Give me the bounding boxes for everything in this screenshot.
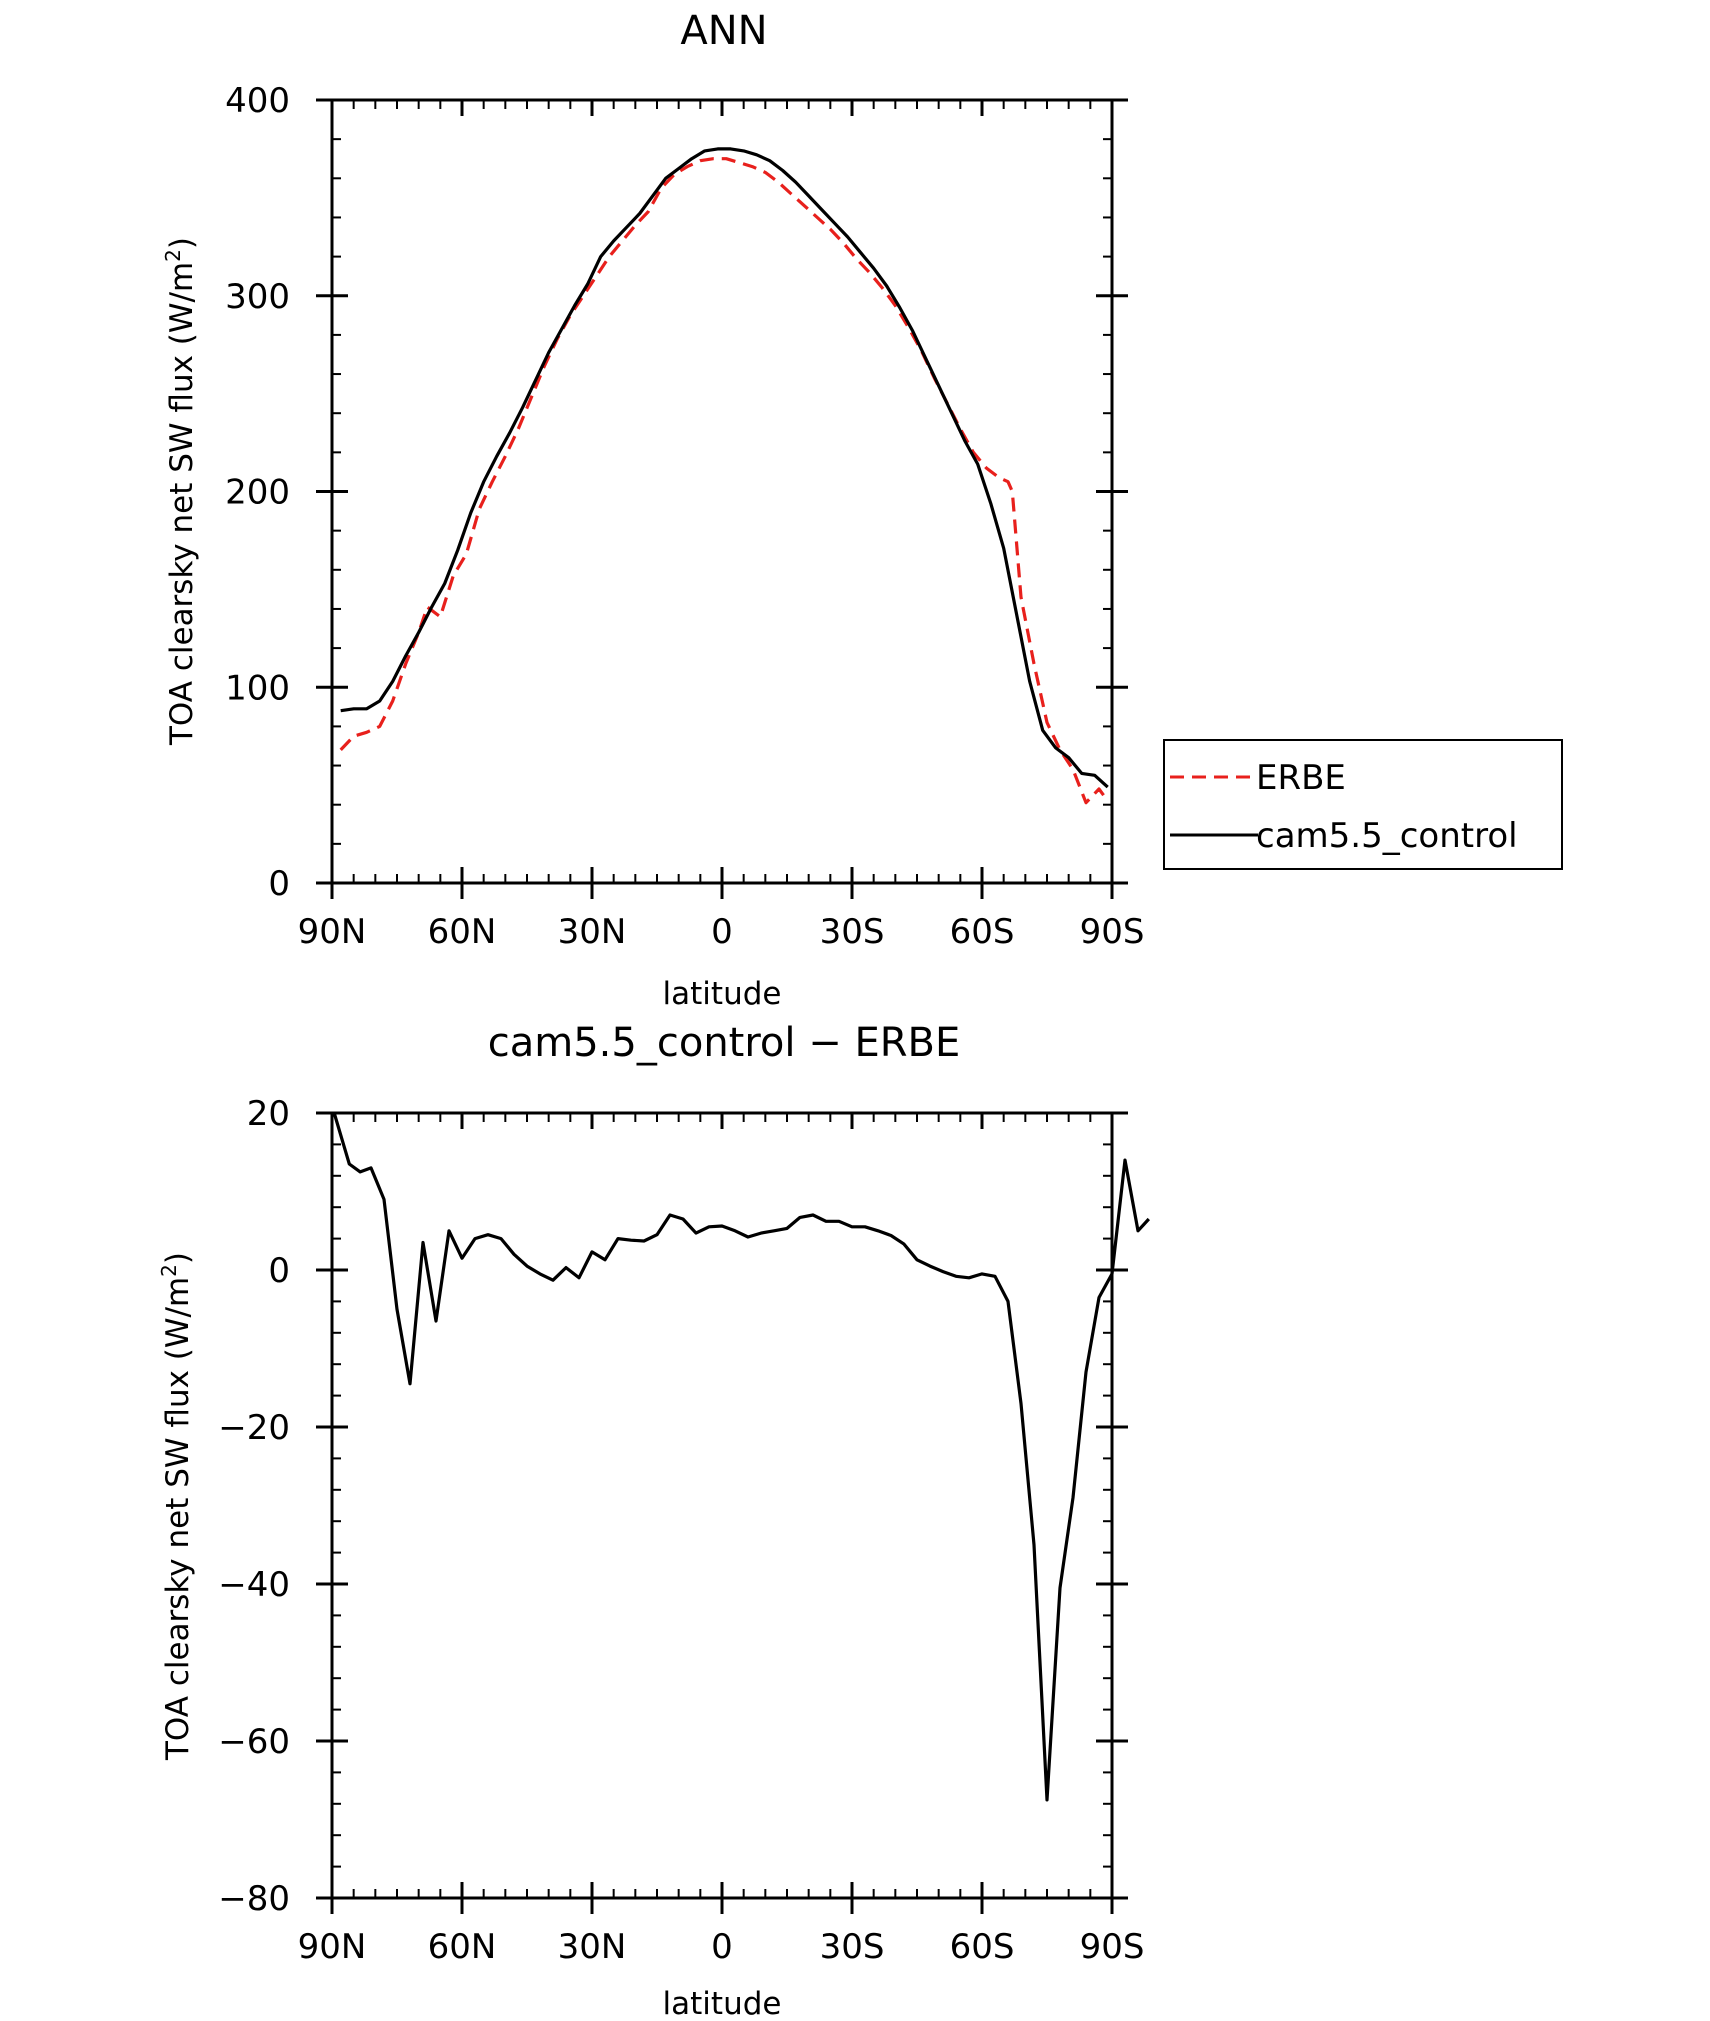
x-tick-label: 90S [1080,1927,1145,1967]
y-tick-label: 400 [225,81,290,121]
bottom-series-group [332,1112,1150,1802]
top-y-axis-label: TOA clearsky net SW flux (W/m2) [161,237,200,746]
x-tick-label: 90S [1080,912,1145,952]
top-xtick-labels: 90N 60N 30N 0 30S 60S 90S [298,912,1145,952]
top-y-axis-label-sup: 2 [161,249,185,262]
x-tick-label: 90N [298,1927,367,1967]
x-tick-label: 60N [428,1927,497,1967]
x-tick-label: 0 [711,1927,733,1967]
x-tick-label: 60N [428,912,497,952]
top-series-group [339,147,1109,805]
top-x-axis-label: latitude [663,976,782,1012]
y-tick-label: 300 [225,277,290,317]
legend: ERBE cam5.5_control [1163,739,1563,870]
bottom-y-axis-label: TOA clearsky net SW flux (W/m2) [157,1252,196,1761]
bottom-plot-frame [330,1111,1114,1900]
bottom-xtick-labels: 90N 60N 30N 0 30S 60S 90S [298,1927,1145,1967]
legend-box [1163,739,1563,870]
difference-series-line [332,1112,1150,1802]
top-grid-ticks [316,98,1128,899]
x-tick-label: 30N [558,912,627,952]
y-tick-label: 0 [268,1251,290,1291]
y-tick-label: −40 [218,1565,290,1605]
bottom-panel-title: cam5.5_control − ERBE [488,1020,960,1066]
x-tick-label: 30S [820,1927,885,1967]
erbe-series-line [339,157,1109,805]
x-tick-label: 60S [950,912,1015,952]
x-tick-label: 60S [950,1927,1015,1967]
bottom-grid-ticks [316,1111,1128,1914]
legend-erbe-label: ERBE [1256,758,1346,798]
top-y-axis-label-text: TOA clearsky net SW flux (W/m [164,262,200,746]
top-panel: ANN 90N 60N 30N 0 30S 60S 90S 0 100 200 300 400 la… [161,8,1144,1012]
y-tick-label: 20 [247,1094,290,1134]
top-y-axis-label-close: ) [164,237,200,249]
x-tick-label: 30S [820,912,885,952]
y-tick-label: 200 [225,473,290,513]
bottom-y-axis-label-sup: 2 [157,1264,181,1277]
bottom-y-axis-label-close: ) [160,1252,196,1264]
x-tick-label: 30N [558,1927,627,1967]
cam5-5-control-series-line [340,147,1109,789]
bottom-panel: cam5.5_control − ERBE 90N 60N 30N 0 30S 60S 90… [157,1020,1150,2021]
legend-control-label: cam5.5_control [1256,816,1518,856]
y-tick-label: 0 [268,864,290,904]
y-tick-label: −60 [218,1722,290,1762]
y-tick-label: 100 [225,668,290,708]
top-panel-title: ANN [680,8,767,54]
y-tick-label: −80 [218,1879,290,1919]
x-tick-label: 0 [711,912,733,952]
bottom-y-axis-label-text: TOA clearsky net SW flux (W/m [160,1277,196,1761]
x-tick-label: 90N [298,912,367,952]
bottom-x-axis-label: latitude [663,1986,782,2021]
y-tick-label: −20 [218,1408,290,1448]
top-ytick-labels: 0 100 200 300 400 [225,81,290,904]
bottom-ytick-labels: −80 −60 −40 −20 0 20 [218,1094,290,1919]
top-plot-frame [330,98,1114,885]
